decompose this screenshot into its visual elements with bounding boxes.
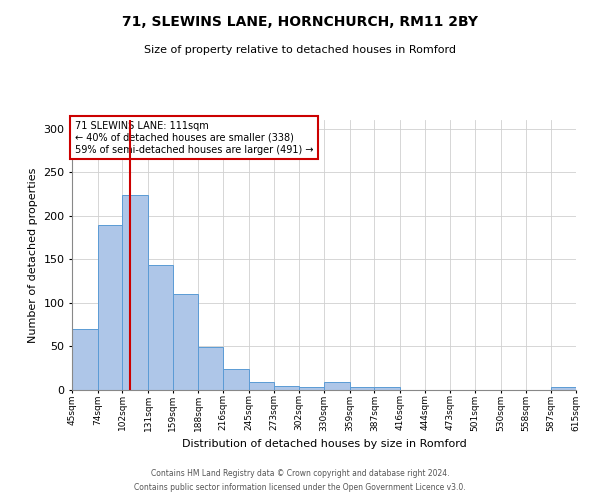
Bar [173, 294, 199, 390]
Text: Size of property relative to detached houses in Romford: Size of property relative to detached ho… [144, 45, 456, 55]
Bar [299, 386, 324, 390]
Bar [122, 195, 148, 390]
Bar [223, 369, 249, 390]
Bar [374, 386, 400, 390]
Text: 71 SLEWINS LANE: 111sqm
← 40% of detached houses are smaller (338)
59% of semi-d: 71 SLEWINS LANE: 111sqm ← 40% of detache… [74, 122, 313, 154]
Bar [551, 388, 576, 390]
Bar [324, 382, 350, 390]
Bar [72, 329, 98, 390]
Bar [98, 226, 122, 390]
Y-axis label: Number of detached properties: Number of detached properties [28, 168, 38, 342]
Text: Contains HM Land Registry data © Crown copyright and database right 2024.: Contains HM Land Registry data © Crown c… [151, 468, 449, 477]
Bar [249, 382, 274, 390]
Bar [274, 386, 299, 390]
X-axis label: Distribution of detached houses by size in Romford: Distribution of detached houses by size … [182, 439, 466, 449]
Bar [350, 388, 374, 390]
Text: 71, SLEWINS LANE, HORNCHURCH, RM11 2BY: 71, SLEWINS LANE, HORNCHURCH, RM11 2BY [122, 15, 478, 29]
Text: Contains public sector information licensed under the Open Government Licence v3: Contains public sector information licen… [134, 484, 466, 492]
Bar [148, 264, 173, 390]
Bar [199, 348, 223, 390]
